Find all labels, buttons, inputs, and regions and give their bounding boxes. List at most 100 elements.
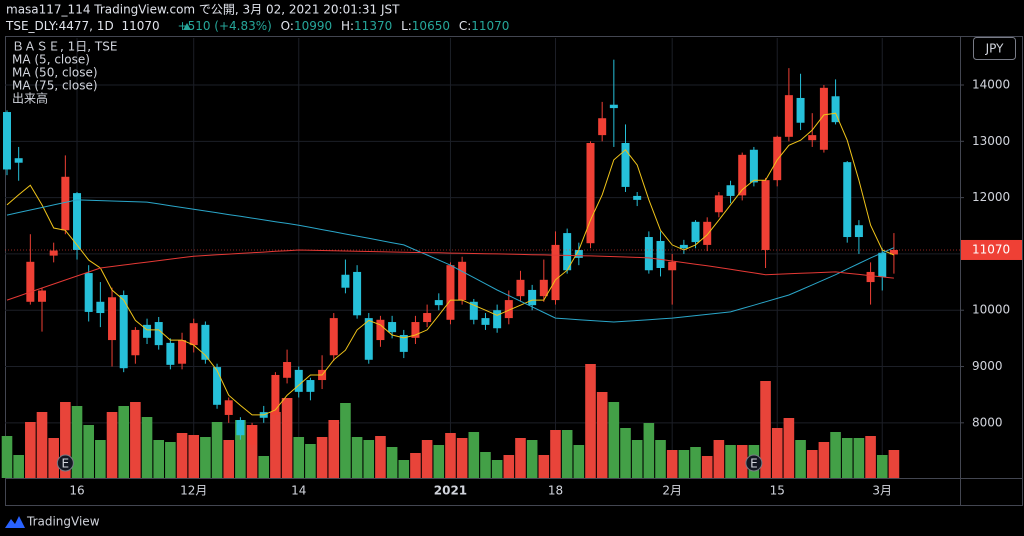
candle-body [598,118,607,136]
footer-logo: TradingView [5,515,100,529]
candle-body [854,225,863,238]
candle-body [423,313,432,323]
volume-bar [13,455,24,478]
candle-body [84,273,93,312]
candle-body [353,271,362,316]
candle-body [61,176,70,231]
volume-bar [853,438,865,478]
last-price: 11070 [122,19,160,33]
volume-bar [736,445,748,478]
candle-body [843,162,852,238]
last-price-tag [961,239,1022,260]
volume-bar [771,428,783,478]
event-marker [745,454,763,472]
volume-bar [293,437,305,478]
legend-title: ＢＡＳＥ, 1日, TSE [12,40,117,54]
candle-body [726,185,735,196]
x-tick-label: 14 [291,484,306,498]
candle-body [399,334,408,352]
volume-bar [503,455,515,478]
candle-body [26,261,35,302]
candle-body [551,244,560,301]
candle-body [329,318,338,356]
candle-body [819,87,828,150]
volume-bar [48,438,59,478]
candle-body [773,136,782,181]
volume-bar [538,455,550,478]
candle-body [703,221,712,245]
volume-bar [71,406,83,478]
candle-body [609,104,618,109]
volume-bar [526,440,538,478]
volume-bar [491,460,503,478]
candle-body [831,96,840,123]
currency-label[interactable]: JPY [985,42,1005,56]
volume-bar [106,412,118,478]
candle-body [784,95,793,137]
high-label: H: [341,19,354,33]
last-price-label: 11070 [972,242,1010,256]
low-label: L: [401,19,412,33]
candle-body [749,149,758,183]
candle-body [796,97,805,123]
quote-line: TSE_DLY:4477, 1D 11070 +510 (+4.83%) O:1… [5,19,509,33]
candle-body [178,340,187,364]
volume-bar [841,438,853,478]
volume-bar [363,440,375,478]
volume-bar [456,438,468,478]
candle-body [96,301,105,314]
volume-bar [386,447,398,478]
volume-bar [725,445,736,478]
volume-bar [153,440,165,478]
candle-body [166,342,175,365]
volume-bar [60,402,71,478]
legend-volume: 出来高 [12,91,48,106]
candle-body [539,279,548,297]
ma-line [6,112,895,416]
candle-body [866,271,875,283]
candle-body [668,261,677,271]
volume-bar [818,442,830,478]
candle-body [574,249,583,258]
ma-line [6,249,894,301]
candle-body [14,158,23,163]
candle-body [108,297,117,341]
candle-body [679,244,688,249]
volume-bar [95,440,106,478]
candle-body [504,300,513,319]
volume-bar [340,403,351,478]
legend-ma50: MA (50, close) [12,66,98,80]
volume-bar [281,398,293,478]
volume-bar [865,436,876,478]
candle-body [224,400,233,415]
volume-bar [246,425,258,478]
up-arrow [183,23,191,30]
volume-bar [760,381,771,478]
volume-bar [608,402,620,478]
volume-bar [678,450,690,478]
volume-bar [211,422,223,478]
candle-body [644,237,653,271]
ma-layer [6,112,895,416]
candle-body [481,318,490,325]
volume-bar [515,438,526,478]
candle-body [563,233,572,271]
candle-body [189,323,198,346]
candle-body [283,362,292,378]
volume-bar [620,428,631,478]
y-tick-label: 9000 [972,359,1003,373]
volume-bar [130,402,141,478]
candle-body [458,261,467,301]
candle-body [73,193,82,250]
volume-bar [468,432,480,478]
volume-bar [375,436,386,478]
volume-bar [351,437,363,478]
volume-layer [1,364,900,478]
candle-body [154,322,163,346]
volume-bar [643,423,655,478]
currency-button[interactable] [973,37,1016,60]
volume-bar [258,456,270,478]
close-value: 11070 [471,19,509,33]
candle-body [119,295,128,369]
